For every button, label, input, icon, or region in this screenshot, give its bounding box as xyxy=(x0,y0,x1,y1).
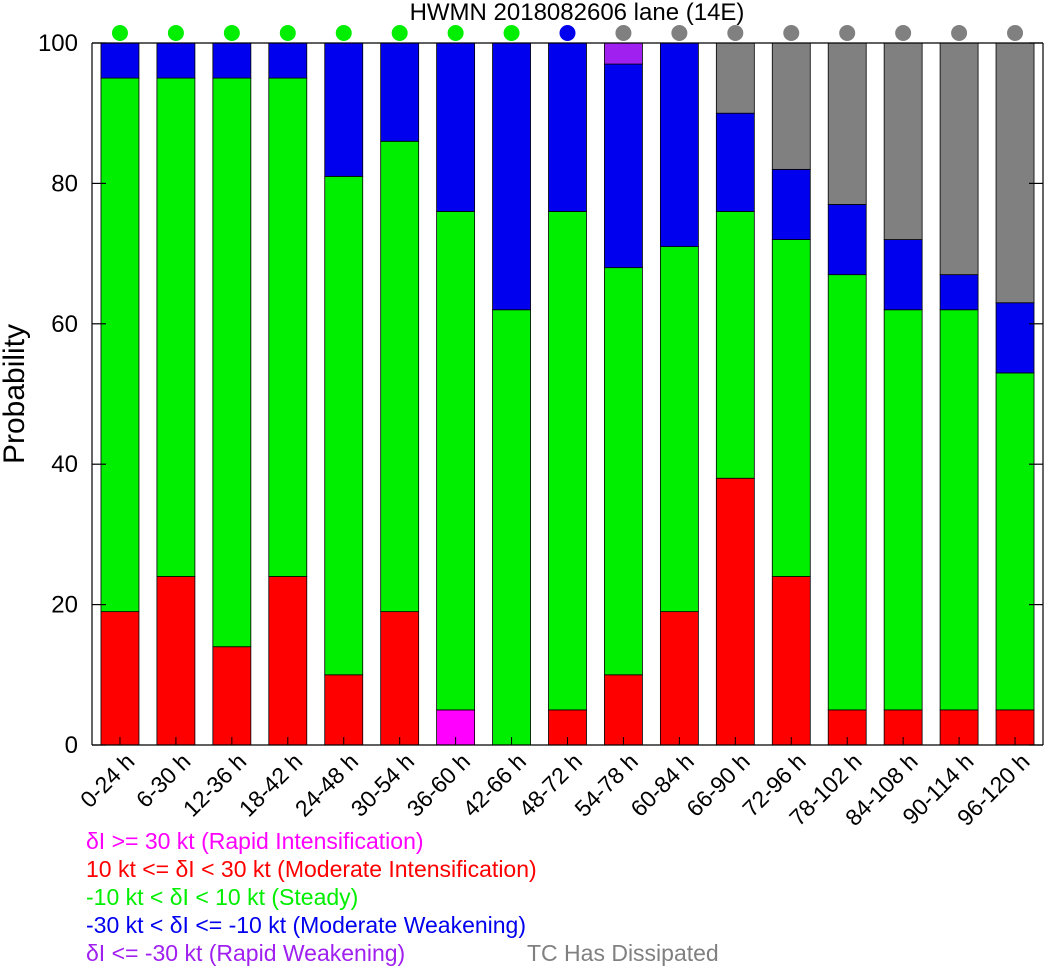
bar-segment xyxy=(604,42,643,65)
status-dot xyxy=(951,25,968,41)
bar-segment xyxy=(883,42,923,240)
bar-segment xyxy=(100,611,140,746)
legend-rapid-intensification: δI >= 30 kt (Rapid Intensification) xyxy=(86,828,424,854)
bar-segment xyxy=(939,42,979,276)
bar-segment xyxy=(548,42,587,212)
legend-steady: -10 kt < δI < 10 kt (Steady) xyxy=(86,884,359,910)
status-dot xyxy=(615,25,632,41)
status-dot xyxy=(783,25,800,41)
legend-dissipated: TC Has Dissipated xyxy=(527,940,719,966)
bar-segment xyxy=(212,646,252,746)
bar-segment xyxy=(771,239,811,577)
bar-segment xyxy=(548,211,587,711)
bar-segment xyxy=(436,42,476,212)
status-dot xyxy=(671,25,688,41)
bar-segment xyxy=(324,674,364,746)
status-dot xyxy=(447,25,464,41)
bar-segment xyxy=(380,42,420,142)
bar-segment xyxy=(715,112,755,212)
status-dot xyxy=(391,25,408,41)
bar-segment xyxy=(436,211,476,711)
bar-segment xyxy=(715,477,755,746)
y-tick-label: 80 xyxy=(51,170,78,197)
bar-segment xyxy=(604,267,643,676)
bar-segment xyxy=(715,211,755,479)
bar-segment xyxy=(827,42,867,205)
bar-segment xyxy=(659,611,699,746)
bar-segment xyxy=(995,372,1035,711)
status-dot xyxy=(223,25,240,41)
legend-rapid-weakening: δI <= -30 kt (Rapid Weakening) xyxy=(86,940,406,966)
bar-segment xyxy=(771,42,811,170)
status-dot xyxy=(727,25,744,41)
y-tick-label: 100 xyxy=(38,30,78,57)
bar-segment xyxy=(212,77,252,648)
legend-moderate-weakening: -30 kt < δI <= -10 kt (Moderate Weakenin… xyxy=(86,912,527,938)
legend-moderate-intensification: 10 kt <= δI < 30 kt (Moderate Intensific… xyxy=(86,856,537,882)
status-dot xyxy=(503,25,520,41)
bar-segment xyxy=(604,63,643,269)
bar-segment xyxy=(380,611,420,746)
y-tick-label: 20 xyxy=(51,592,78,619)
y-axis-label: Probability xyxy=(0,324,31,464)
bar-segment xyxy=(604,674,643,746)
status-dot xyxy=(839,25,856,41)
bar-segment xyxy=(212,42,252,79)
bar-segment xyxy=(827,274,867,711)
bar-segment xyxy=(156,77,196,577)
bar-segment xyxy=(939,274,979,311)
bar-segment xyxy=(492,42,531,311)
bar-segment xyxy=(883,309,923,711)
bar-segment xyxy=(380,140,420,613)
bar-segment xyxy=(268,42,308,79)
bar-segment xyxy=(492,309,531,746)
bar-segment xyxy=(715,42,755,114)
status-dot xyxy=(895,25,912,41)
y-tick-label: 0 xyxy=(65,732,78,759)
bar-segment xyxy=(939,309,979,711)
bar-segment xyxy=(659,246,699,613)
status-dot xyxy=(1007,25,1024,41)
bar-segment xyxy=(268,576,308,746)
bar-segment xyxy=(324,42,364,177)
status-dot xyxy=(111,25,128,41)
bar-segment xyxy=(659,42,699,247)
bar-segment xyxy=(771,576,811,746)
bar-segment xyxy=(100,42,140,79)
bar-segment xyxy=(324,175,364,676)
status-dot xyxy=(559,25,576,41)
status-dot xyxy=(279,25,296,41)
bar-segment xyxy=(995,302,1035,374)
status-dot xyxy=(335,25,352,41)
bar-segment xyxy=(156,576,196,746)
status-dot xyxy=(167,25,184,41)
bar-segment xyxy=(771,168,811,240)
bar-segment xyxy=(827,204,867,276)
y-tick-label: 60 xyxy=(51,311,78,338)
chart-title: HWMN 2018082606 lane (14E) xyxy=(410,0,745,26)
bar-segment xyxy=(268,77,308,577)
y-tick-label: 40 xyxy=(51,451,78,478)
bar-segment xyxy=(100,77,140,613)
bar-segment xyxy=(156,42,196,79)
x-tick-label: 0-24 h xyxy=(75,748,140,813)
bar-segment xyxy=(883,239,923,311)
bar-segment xyxy=(995,42,1035,304)
